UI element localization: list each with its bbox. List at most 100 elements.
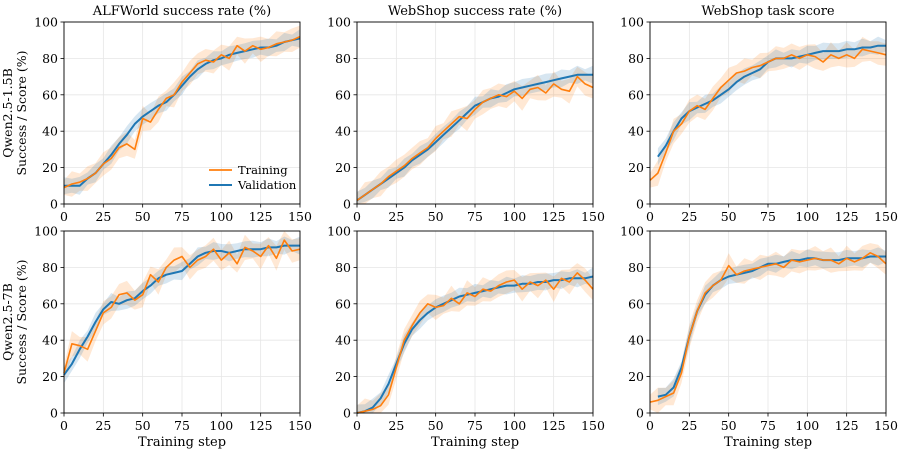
x-tick-label: 50 xyxy=(721,418,737,433)
y-tick-label: 40 xyxy=(335,124,351,139)
x-tick-label: 125 xyxy=(542,418,566,433)
y-tick-label: 40 xyxy=(42,124,58,139)
series-band-training xyxy=(64,25,300,197)
series-line-validation xyxy=(356,73,593,202)
x-tick-label: 50 xyxy=(135,209,151,224)
x-tick-label: 150 xyxy=(874,418,898,433)
y-tick-label: 60 xyxy=(335,87,351,102)
x-tick-label: 150 xyxy=(581,418,605,433)
x-tick-label: 25 xyxy=(681,209,697,224)
chart-panel-6: 0 20 40 60 80 100 0 25 50 75 100 125 150 Training ste… xyxy=(620,224,898,451)
x-tick-label: 100 xyxy=(209,418,233,433)
x-tick-label: 75 xyxy=(174,418,190,433)
y-tick-label: 40 xyxy=(42,333,58,348)
y-tick-label: 80 xyxy=(42,260,58,275)
x-tick-label: 125 xyxy=(249,209,273,224)
y-tick-label: 100 xyxy=(327,15,351,30)
x-tick-label: 0 xyxy=(353,209,361,224)
x-tick-label: 125 xyxy=(249,418,273,433)
y-tick-label: 60 xyxy=(42,296,58,311)
row-label: Success / Score (%) xyxy=(14,50,29,175)
x-tick-label: 100 xyxy=(209,209,233,224)
y-tick-label: 80 xyxy=(42,51,58,66)
x-tick-label: 75 xyxy=(760,209,776,224)
series-line-training xyxy=(649,252,887,403)
x-tick-label: 125 xyxy=(835,418,859,433)
x-tick-label: 75 xyxy=(467,418,483,433)
y-tick-label: 20 xyxy=(42,369,58,384)
x-tick-label: 100 xyxy=(795,209,819,224)
chart-panel-5: 0 20 40 60 80 100 0 25 50 75 100 125 150 Training ste… xyxy=(327,224,605,451)
x-tick-label: 125 xyxy=(542,209,566,224)
y-tick-label: 80 xyxy=(335,260,351,275)
row-label: Success / Score (%) xyxy=(14,259,29,384)
y-tick-label: 80 xyxy=(335,51,351,66)
chart-title: WebShop task score xyxy=(701,4,835,19)
x-tick-label: 100 xyxy=(502,209,526,224)
y-tick-label: 100 xyxy=(34,15,58,30)
y-tick-label: 80 xyxy=(628,51,644,66)
x-tick-label: 150 xyxy=(288,209,312,224)
series-line-training xyxy=(356,75,594,202)
y-tick-label: 20 xyxy=(42,160,58,175)
y-tick-label: 40 xyxy=(628,333,644,348)
y-tick-label: 60 xyxy=(628,296,644,311)
y-tick-label: 60 xyxy=(628,87,644,102)
y-tick-label: 20 xyxy=(628,369,644,384)
y-tick-label: 100 xyxy=(620,224,644,239)
y-tick-label: 100 xyxy=(620,15,644,30)
x-tick-label: 25 xyxy=(95,418,111,433)
legend-label-training: Training xyxy=(238,163,288,177)
series-line-validation xyxy=(356,275,594,414)
y-tick-label: 0 xyxy=(343,197,351,212)
x-tick-label: 150 xyxy=(581,209,605,224)
legend-label-validation: Validation xyxy=(237,178,297,192)
y-tick-label: 80 xyxy=(628,260,644,275)
y-tick-label: 20 xyxy=(335,369,351,384)
chart-panel-1: 0 20 40 60 80 100 0 25 50 75 100 125 150 ALFWorld suc… xyxy=(34,4,312,224)
x-tick-label: 100 xyxy=(795,418,819,433)
series-band-validation xyxy=(357,65,593,204)
x-tick-label: 0 xyxy=(353,418,361,433)
row-label: Qwen2.5-1.5B xyxy=(0,68,15,158)
x-tick-label: 25 xyxy=(388,209,404,224)
x-tick-label: 100 xyxy=(502,418,526,433)
series-line-training xyxy=(649,48,887,181)
y-tick-label: 20 xyxy=(335,160,351,175)
chart-panel-3: 0 20 40 60 80 100 0 25 50 75 100 125 150 WebShop task… xyxy=(620,4,898,224)
series-line-training xyxy=(63,35,301,189)
series-line-validation xyxy=(63,244,300,376)
y-tick-label: 0 xyxy=(636,197,644,212)
series-line-training xyxy=(63,239,301,374)
y-tick-label: 60 xyxy=(335,296,351,311)
x-tick-label: 50 xyxy=(428,418,444,433)
series-band-training xyxy=(357,66,593,204)
x-tick-label: 50 xyxy=(135,418,151,433)
series-band-validation xyxy=(657,247,886,406)
series-band-training xyxy=(64,231,300,381)
x-tick-label: 125 xyxy=(835,209,859,224)
y-tick-label: 40 xyxy=(628,124,644,139)
x-tick-label: 150 xyxy=(288,418,312,433)
y-tick-label: 100 xyxy=(34,224,58,239)
y-tick-label: 0 xyxy=(343,406,351,421)
series-line-training xyxy=(356,272,594,414)
x-axis-label: Training step xyxy=(431,435,519,450)
row-label: Qwen2.5-7B xyxy=(0,283,15,361)
x-axis-label: Training step xyxy=(138,435,226,450)
x-tick-label: 75 xyxy=(174,209,190,224)
x-tick-label: 25 xyxy=(388,418,404,433)
x-tick-label: 0 xyxy=(646,209,654,224)
y-tick-label: 0 xyxy=(50,406,58,421)
chart-title: ALFWorld success rate (%) xyxy=(92,4,271,19)
y-tick-label: 20 xyxy=(628,160,644,175)
y-tick-label: 0 xyxy=(50,197,58,212)
series-band-training xyxy=(650,36,886,188)
chart-title: WebShop success rate (%) xyxy=(388,4,562,19)
y-tick-label: 40 xyxy=(335,333,351,348)
x-tick-label: 50 xyxy=(428,209,444,224)
y-tick-label: 60 xyxy=(42,87,58,102)
series-band-validation xyxy=(64,236,300,384)
